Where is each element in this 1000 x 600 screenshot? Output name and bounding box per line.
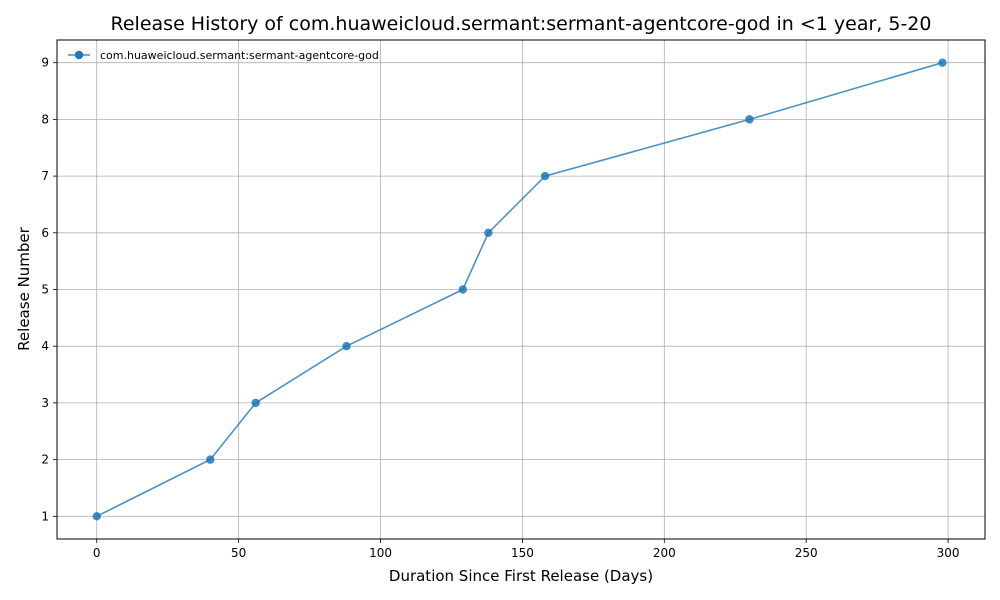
y-axis-label: Release Number (15, 226, 33, 350)
y-tick-label: 7 (41, 169, 49, 183)
data-point (251, 398, 260, 408)
data-point (92, 512, 101, 521)
data-point (540, 171, 550, 181)
y-tick-label: 5 (41, 283, 49, 297)
chart-title: Release History of com.huaweicloud.serma… (111, 13, 932, 35)
data-point (206, 455, 215, 464)
grid (57, 40, 985, 539)
legend: com.huaweicloud.sermant:sermant-agentcor… (68, 49, 379, 62)
data-point (342, 342, 351, 351)
legend-entry: com.huaweicloud.sermant:sermant-agentcor… (100, 49, 379, 62)
x-axis-label: Duration Since First Release (Days) (389, 567, 653, 585)
x-tick-label: 150 (511, 546, 534, 560)
x-tick-label: 50 (231, 546, 246, 560)
data-point (458, 285, 468, 294)
legend-marker (74, 50, 84, 60)
y-tick-label: 4 (41, 339, 49, 353)
data-point (745, 115, 754, 124)
x-tick-label: 300 (937, 546, 960, 560)
x-tick-label: 200 (653, 546, 676, 560)
y-axis-ticks: 1 2 3 4 5 6 7 8 9 (41, 56, 57, 523)
data-point (938, 58, 947, 67)
x-axis-ticks: 0 50 100 150 200 250 300 (93, 539, 960, 560)
x-tick-label: 250 (795, 546, 818, 560)
x-tick-label: 100 (369, 546, 392, 560)
series-layer (92, 58, 947, 521)
y-tick-label: 1 (41, 509, 49, 523)
data-point (484, 228, 493, 237)
y-tick-label: 6 (41, 226, 49, 240)
y-tick-label: 3 (41, 396, 49, 410)
y-tick-label: 2 (41, 453, 49, 467)
x-tick-label: 0 (93, 546, 101, 560)
y-tick-label: 8 (41, 112, 49, 126)
y-tick-label: 9 (41, 56, 49, 70)
